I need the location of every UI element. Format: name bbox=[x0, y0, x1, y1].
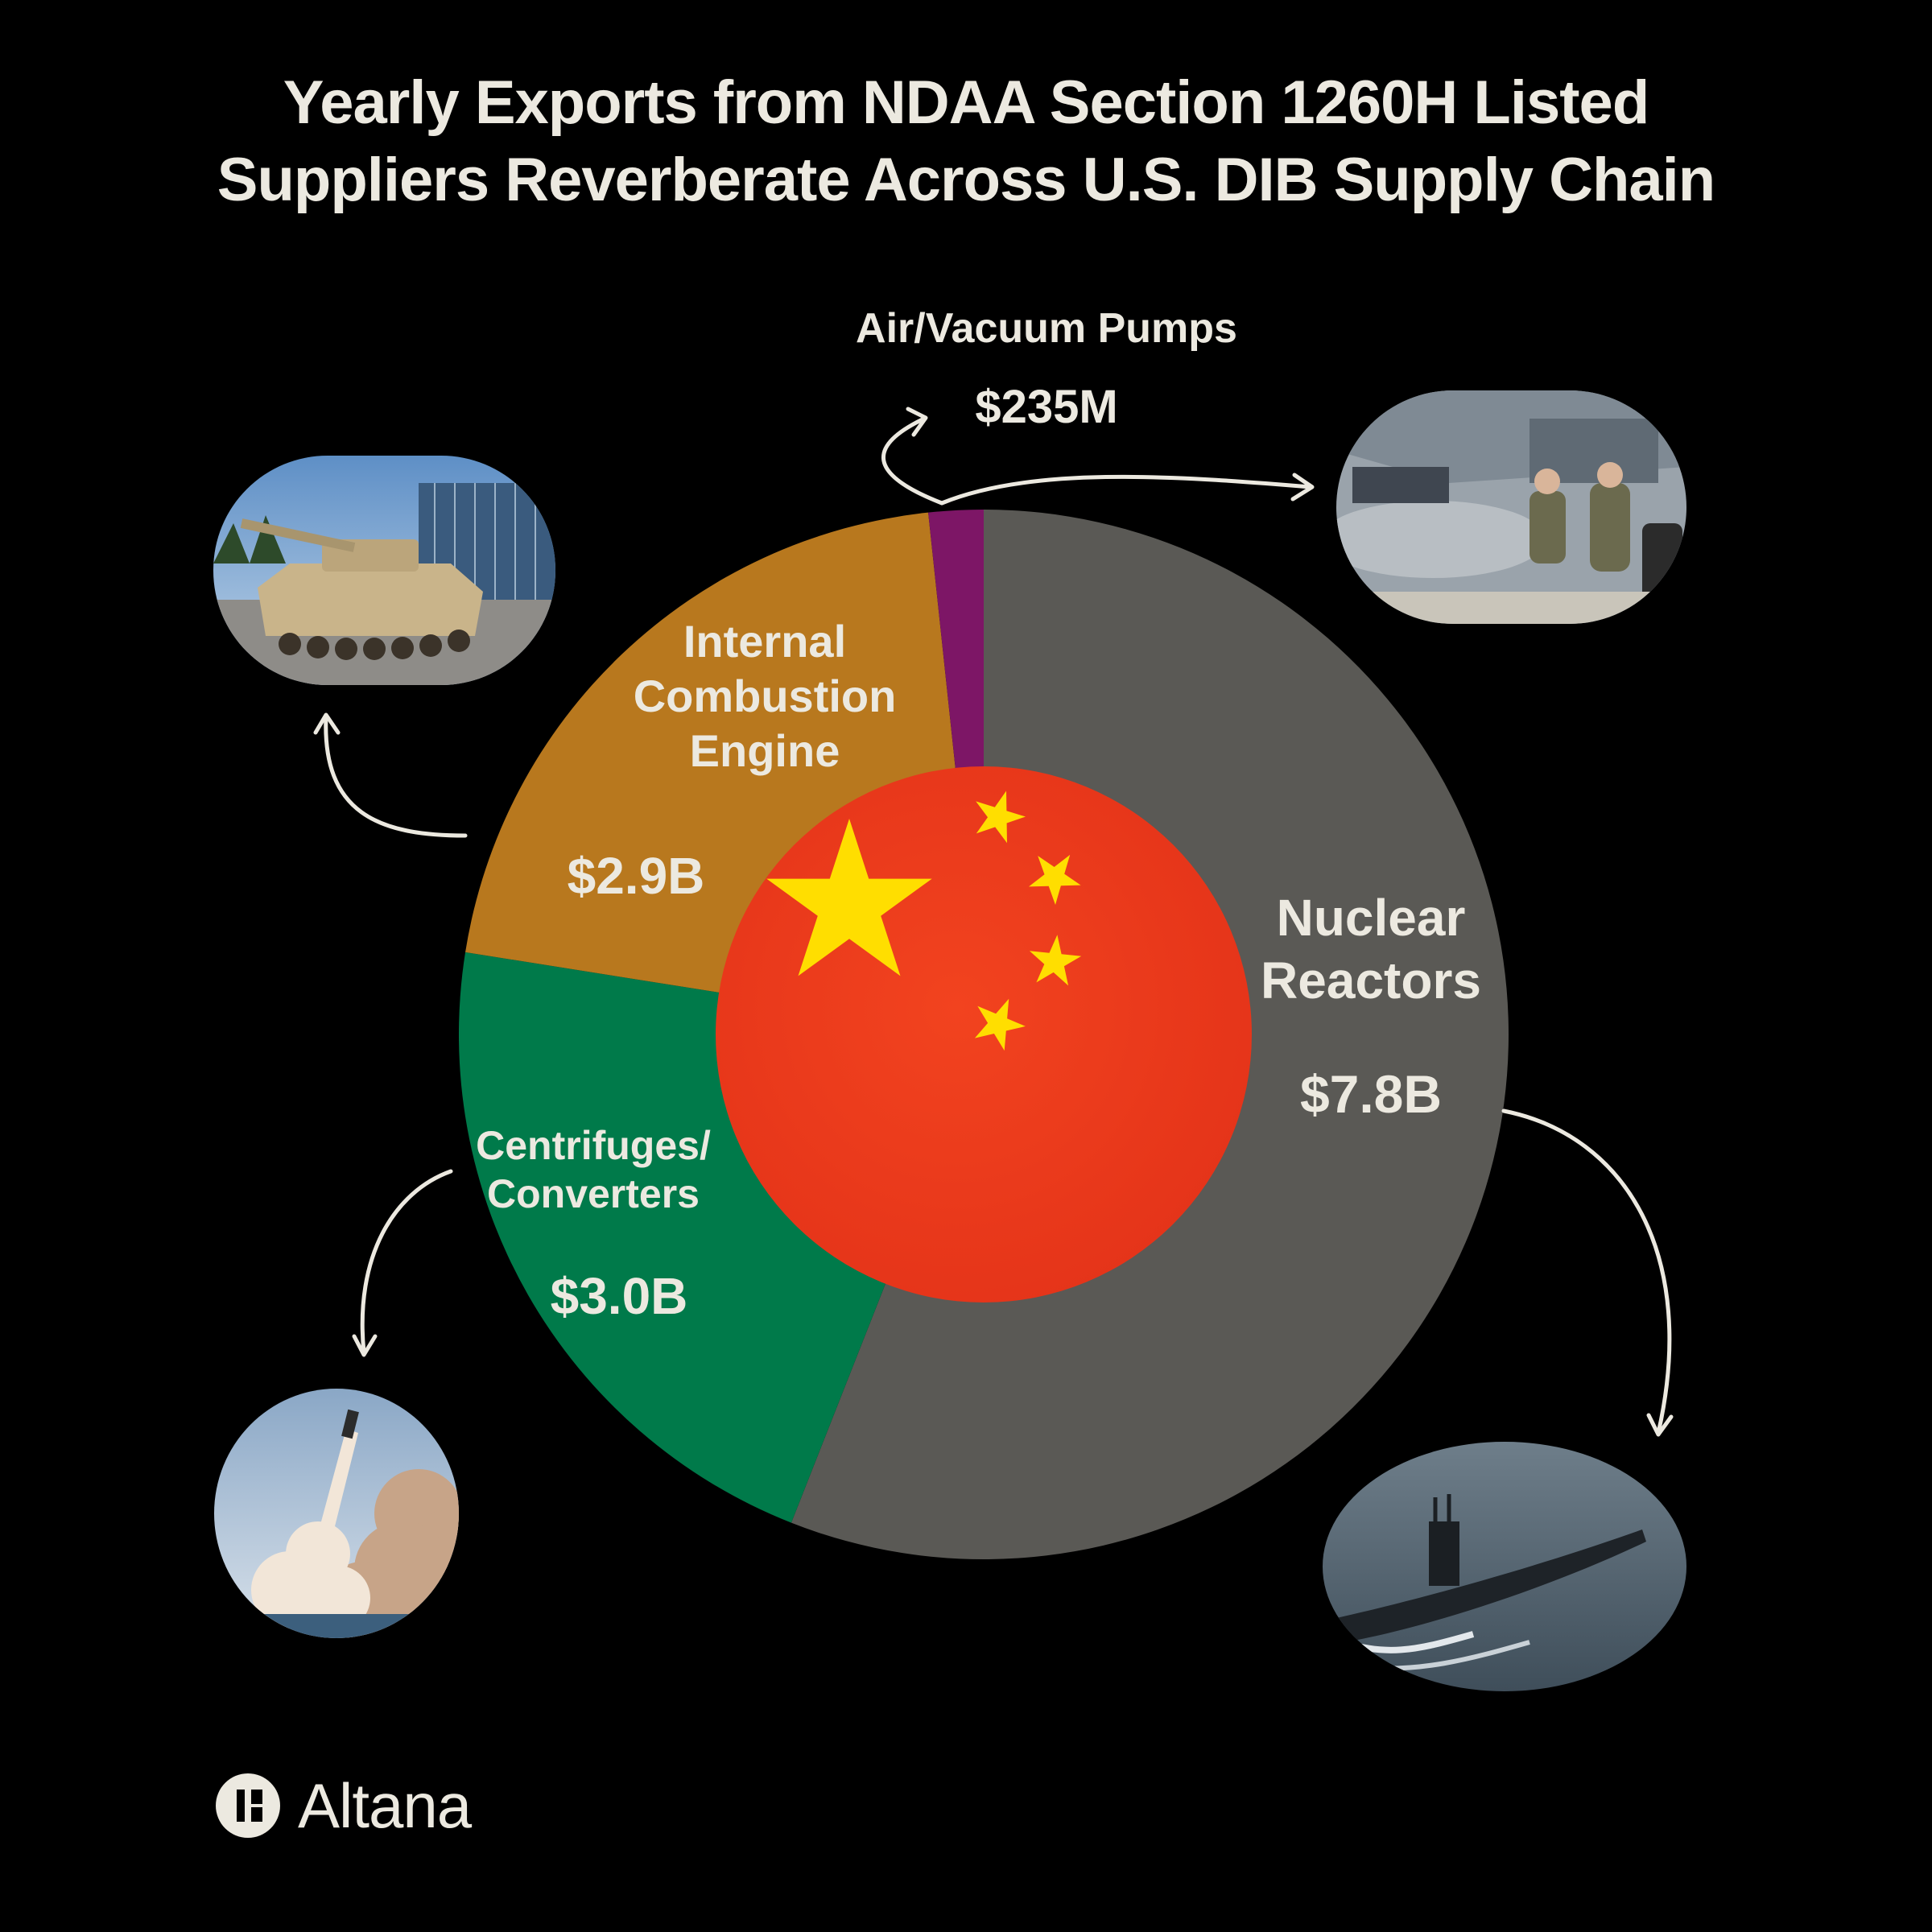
label-centrifuge-line2: Converters bbox=[487, 1171, 700, 1216]
altana-logo: Altana bbox=[213, 1769, 472, 1842]
flag-star-small-2 bbox=[1029, 854, 1081, 905]
label-centrifuge-line1: Centrifuges/ bbox=[476, 1123, 711, 1168]
chart-title-line2: Suppliers Reverberate Across U.S. DIB Su… bbox=[217, 146, 1715, 214]
label-nuclear-line2: Reactors bbox=[1261, 952, 1481, 1009]
flag-stars bbox=[766, 791, 1082, 1051]
chart-title-line1: Yearly Exports from NDAA Section 1260H L… bbox=[283, 68, 1650, 137]
tank-image bbox=[213, 456, 555, 685]
missile-launch-image bbox=[214, 1389, 459, 1638]
label-pumps: Air/Vacuum Pumps bbox=[856, 305, 1237, 352]
flag-star-small-1 bbox=[976, 791, 1026, 844]
altana-logo-mark bbox=[216, 1773, 280, 1838]
fighter-jet-maintenance-image bbox=[1336, 390, 1686, 624]
slice-labels: Nuclear Reactors $7.8B Centrifuges/ Conv… bbox=[476, 305, 1481, 1325]
altana-logo-text: Altana bbox=[298, 1769, 472, 1841]
label-nuclear-line1: Nuclear bbox=[1277, 889, 1466, 947]
arrow-pumps-to-jet bbox=[939, 473, 1315, 506]
submarine-image bbox=[1323, 1442, 1686, 1691]
value-pumps: $235M bbox=[975, 381, 1117, 433]
arrow-engine-to-tank bbox=[313, 712, 468, 838]
arrow-centrifuge-to-missile bbox=[352, 1169, 453, 1357]
value-centrifuge: $3.0B bbox=[551, 1267, 688, 1325]
label-engine-line2: Combustion bbox=[634, 671, 897, 721]
chart-title: Yearly Exports from NDAA Section 1260H L… bbox=[0, 64, 1932, 219]
connector-arrows bbox=[313, 407, 1674, 1437]
value-nuclear: $7.8B bbox=[1300, 1064, 1442, 1124]
arrow-pumps-to-label bbox=[881, 407, 944, 506]
flag-star-large bbox=[766, 819, 932, 976]
label-engine-line1: Internal bbox=[683, 616, 846, 667]
value-engine: $2.9B bbox=[568, 847, 705, 905]
flag-star-small-3 bbox=[1029, 935, 1082, 986]
arrow-nuclear-to-submarine bbox=[1501, 1108, 1674, 1437]
china-flag-emblem bbox=[716, 766, 1252, 1302]
label-engine-line3: Engine bbox=[690, 725, 840, 776]
flag-star-small-4 bbox=[974, 998, 1026, 1051]
